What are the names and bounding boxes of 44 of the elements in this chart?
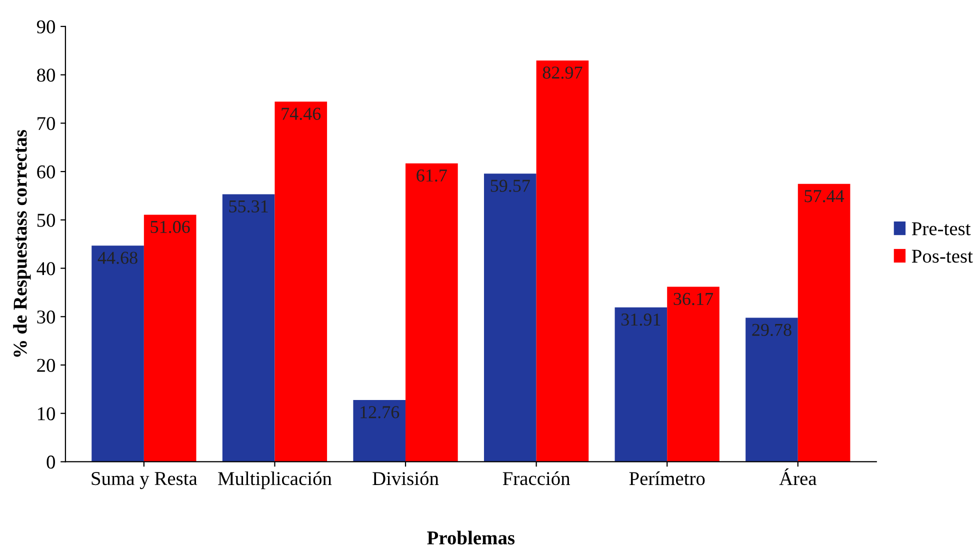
bar (746, 318, 798, 462)
data-label: 82.97 (542, 66, 582, 79)
data-label: 36.17 (674, 292, 714, 306)
y-tick-label: 70 (38, 116, 55, 130)
legend-label: Pos-test (912, 250, 973, 263)
bar (798, 184, 850, 462)
bar (353, 400, 406, 462)
bar (484, 174, 536, 462)
bar (274, 102, 328, 462)
data-label: 44.68 (98, 252, 138, 264)
x-tick-label: Fracción (502, 471, 570, 486)
bar (144, 214, 196, 462)
x-tick-label: Perímetro (629, 471, 705, 486)
data-label: 12.76 (360, 406, 400, 418)
x-tick-label: División (372, 471, 439, 486)
y-tick-label: 40 (36, 262, 55, 276)
data-label: 55.31 (229, 200, 268, 213)
data-label: 61.7 (416, 169, 447, 182)
data-label: 57.44 (804, 190, 844, 202)
x-tick-label: Suma y Resta (92, 472, 198, 490)
bar (222, 194, 275, 462)
bar (92, 246, 144, 462)
data-label: 29.78 (752, 324, 792, 336)
y-tick-label: 50 (37, 214, 55, 227)
legend-label: Pre-test (912, 222, 971, 236)
data-label: 74.46 (282, 108, 321, 120)
y-tick-label: 10 (38, 407, 55, 420)
x-tick-label: Área (779, 468, 817, 486)
y-tick-label: 80 (37, 68, 55, 82)
data-label: 51.06 (150, 220, 190, 234)
data-label: 31.91 (621, 314, 660, 326)
x-axis-title: Problemas (427, 530, 515, 544)
bar (667, 286, 720, 462)
y-tick-label: 60 (37, 165, 55, 178)
y-tick-label: 20 (37, 358, 55, 372)
y-axis-title: % de Respuestass correctas (13, 130, 31, 357)
y-tick-label: 30 (37, 310, 55, 324)
y-tick-label: 90 (36, 20, 55, 34)
bar (614, 307, 668, 462)
bar (536, 60, 589, 462)
bar (406, 163, 458, 462)
x-tick-label: Multiplicación (218, 471, 332, 490)
data-label: 59.57 (490, 180, 530, 192)
y-tick-label: 0 (46, 456, 55, 469)
